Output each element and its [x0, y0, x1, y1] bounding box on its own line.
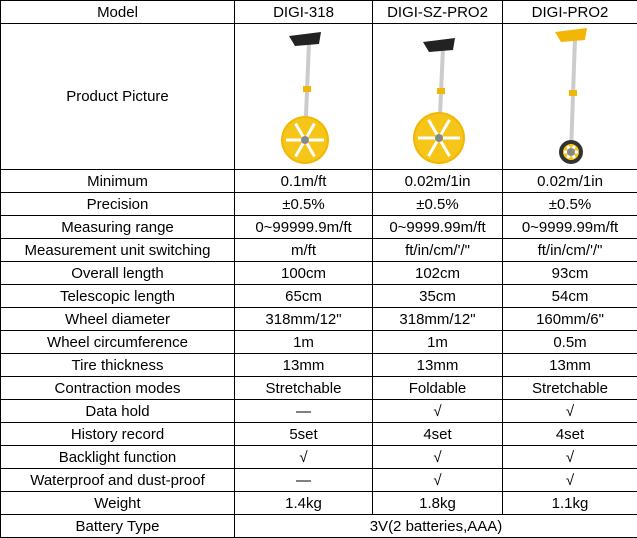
- spec-value: 0~9999.99m/ft: [372, 215, 503, 239]
- spec-value: ±0.5%: [372, 192, 503, 216]
- row-label: Minimum: [0, 169, 235, 193]
- spec-value: 1m: [372, 330, 503, 354]
- row-label: Measurement unit switching: [0, 238, 235, 262]
- spec-value: 0.1m/ft: [234, 169, 373, 193]
- model-name: DIGI-318: [234, 0, 373, 24]
- spec-value: √: [502, 445, 637, 469]
- table-row: Waterproof and dust-proof — √ √: [0, 468, 637, 492]
- spec-value: 102cm: [372, 261, 503, 285]
- spec-value: √: [502, 399, 637, 423]
- spec-value: m/ft: [234, 238, 373, 262]
- model-name: DIGI-SZ-PRO2: [372, 0, 503, 24]
- row-label: Wheel circumference: [0, 330, 235, 354]
- table-row: Backlight function √ √ √: [0, 445, 637, 469]
- row-label: Measuring range: [0, 215, 235, 239]
- table-row: Tire thickness 13mm 13mm 13mm: [0, 353, 637, 377]
- spec-value: √: [234, 445, 373, 469]
- spec-value: 35cm: [372, 284, 503, 308]
- row-label: Weight: [0, 491, 235, 515]
- table-row: Measurement unit switching m/ft ft/in/cm/'…: [0, 238, 637, 262]
- table-row: Battery Type 3V(2 batteries,AAA): [0, 514, 637, 538]
- spec-value: 0~99999.9m/ft: [234, 215, 373, 239]
- table-row: Model DIGI-318 DIGI-SZ-PRO2 DIGI-PRO2: [0, 0, 637, 24]
- row-label: History record: [0, 422, 235, 446]
- spec-value: 1.4kg: [234, 491, 373, 515]
- spec-value: ft/in/cm/'/": [372, 238, 503, 262]
- spec-value: 318mm/12": [234, 307, 373, 331]
- spec-value: √: [372, 399, 503, 423]
- picture-cell: [502, 23, 637, 170]
- spec-value: 1.8kg: [372, 491, 503, 515]
- row-label: Wheel diameter: [0, 307, 235, 331]
- spec-value: ±0.5%: [502, 192, 637, 216]
- spec-value: —: [234, 468, 373, 492]
- spec-value: 65cm: [234, 284, 373, 308]
- spec-value: ft/in/cm/'/": [502, 238, 637, 262]
- spec-value: Stretchable: [502, 376, 637, 400]
- spec-value: 0~9999.99m/ft: [502, 215, 637, 239]
- table-row: Wheel circumference 1m 1m 0.5m: [0, 330, 637, 354]
- spec-value: 4set: [502, 422, 637, 446]
- spec-value: 13mm: [234, 353, 373, 377]
- spec-value: 100cm: [234, 261, 373, 285]
- spec-value: 4set: [372, 422, 503, 446]
- spec-value: 0.02m/1in: [502, 169, 637, 193]
- row-label: Telescopic length: [0, 284, 235, 308]
- spec-value: 13mm: [502, 353, 637, 377]
- table-row: Wheel diameter 318mm/12" 318mm/12" 160mm/6": [0, 307, 637, 331]
- spec-value: Foldable: [372, 376, 503, 400]
- spec-value: 160mm/6": [502, 307, 637, 331]
- table-row: Measuring range 0~99999.9m/ft 0~9999.99m/f…: [0, 215, 637, 239]
- table-row: Minimum 0.1m/ft 0.02m/1in 0.02m/1in: [0, 169, 637, 193]
- table-row: Weight 1.4kg 1.8kg 1.1kg: [0, 491, 637, 515]
- spec-value: √: [372, 445, 503, 469]
- table-row: Precision ±0.5% ±0.5% ±0.5%: [0, 192, 637, 216]
- spec-value: √: [372, 468, 503, 492]
- product-image: [413, 38, 465, 164]
- spec-value: 1.1kg: [502, 491, 637, 515]
- table-row: Telescopic length 65cm 35cm 54cm: [0, 284, 637, 308]
- table-row: Overall length 100cm 102cm 93cm: [0, 261, 637, 285]
- spec-value: Stretchable: [234, 376, 373, 400]
- row-label: Product Picture: [0, 23, 235, 170]
- table-row: Product Picture: [0, 23, 637, 170]
- row-label: Contraction modes: [0, 376, 235, 400]
- row-label: Waterproof and dust-proof: [0, 468, 235, 492]
- product-image: [280, 32, 329, 164]
- row-label: Precision: [0, 192, 235, 216]
- row-label: Battery Type: [0, 514, 235, 538]
- spec-value: 54cm: [502, 284, 637, 308]
- table-row: Contraction modes Stretchable Foldable Stre…: [0, 376, 637, 400]
- spec-value: 93cm: [502, 261, 637, 285]
- spec-value: 318mm/12": [372, 307, 503, 331]
- spec-value: 0.5m: [502, 330, 637, 354]
- spec-value: 3V(2 batteries,AAA): [234, 514, 637, 538]
- row-label: Overall length: [0, 261, 235, 285]
- table-row: Data hold — √ √: [0, 399, 637, 423]
- picture-cell: [234, 23, 373, 170]
- picture-cell: [372, 23, 503, 170]
- spec-value: 5set: [234, 422, 373, 446]
- spec-value: √: [502, 468, 637, 492]
- header-label: Model: [0, 0, 235, 24]
- spec-value: ±0.5%: [234, 192, 373, 216]
- spec-value: 1m: [234, 330, 373, 354]
- spec-value: 0.02m/1in: [372, 169, 503, 193]
- spec-value: 13mm: [372, 353, 503, 377]
- spec-value: —: [234, 399, 373, 423]
- row-label: Data hold: [0, 399, 235, 423]
- table-row: History record 5set 4set 4set: [0, 422, 637, 446]
- product-image: [555, 28, 587, 164]
- row-label: Backlight function: [0, 445, 235, 469]
- model-name: DIGI-PRO2: [502, 0, 637, 24]
- row-label: Tire thickness: [0, 353, 235, 377]
